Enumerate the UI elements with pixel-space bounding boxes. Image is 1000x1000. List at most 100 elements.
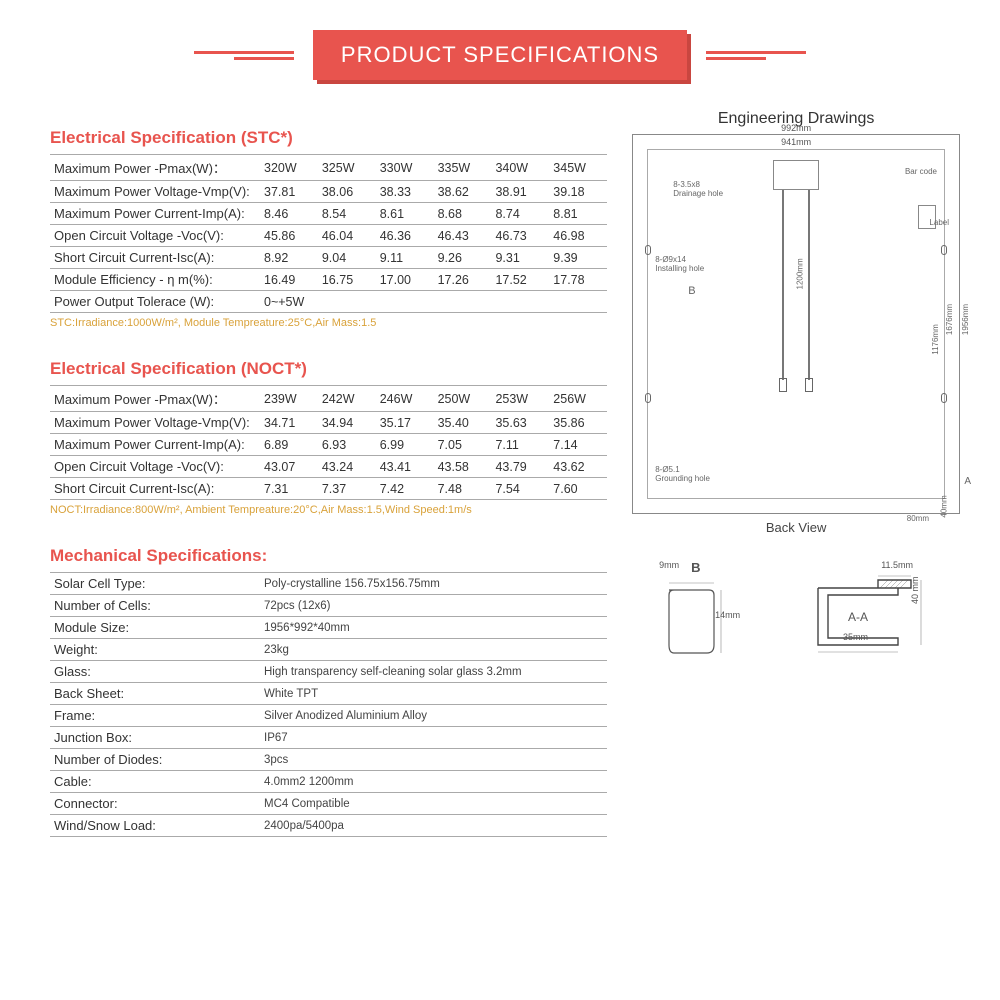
table-row: Maximum Power Current-Imp(A):8.468.548.6… bbox=[50, 203, 607, 225]
profile-a-top: 11.5mm bbox=[803, 560, 913, 570]
annot-drainage: 8-3.5x8 Drainage hole bbox=[673, 180, 723, 198]
spec-value: 7.14 bbox=[549, 434, 607, 456]
spec-value: 38.91 bbox=[491, 181, 549, 203]
table-row: Frame:Silver Anodized Aluminium Alloy bbox=[50, 705, 607, 727]
profile-a-label: A-A bbox=[848, 610, 978, 624]
spec-value: 72pcs (12x6) bbox=[260, 595, 607, 617]
banner-title: PRODUCT SPECIFICATIONS bbox=[313, 30, 687, 80]
spec-label: Wind/Snow Load: bbox=[50, 815, 260, 837]
dim-width-outer: 992mm bbox=[781, 123, 811, 133]
spec-label: Short Circuit Current-Isc(A): bbox=[50, 478, 260, 500]
spec-label: Maximum Power Voltage-Vmp(V): bbox=[50, 181, 260, 203]
table-row: Maximum Power Current-Imp(A):6.896.936.9… bbox=[50, 434, 607, 456]
spec-value: 325W bbox=[318, 155, 376, 181]
spec-value: 9.31 bbox=[491, 247, 549, 269]
spec-label: Short Circuit Current-Isc(A): bbox=[50, 247, 260, 269]
stc-note: STC:Irradiance:1000W/m², Module Tempreat… bbox=[50, 317, 607, 329]
spec-value: 340W bbox=[491, 155, 549, 181]
spec-value: 7.54 bbox=[491, 478, 549, 500]
spec-value: 2400pa/5400pa bbox=[260, 815, 607, 837]
spec-label: Weight: bbox=[50, 639, 260, 661]
spec-value: 8.61 bbox=[376, 203, 434, 225]
spec-value: 43.58 bbox=[434, 456, 492, 478]
table-row: Open Circuit Voltage -Voc(V):45.8646.044… bbox=[50, 225, 607, 247]
back-view-drawing: 992mm 941mm Bar code 8-3.5x8 Drai bbox=[632, 134, 960, 514]
spec-value: 7.42 bbox=[376, 478, 434, 500]
profile-a: 11.5mm A-A 40 mm 35m bbox=[803, 560, 933, 694]
spec-value: 43.41 bbox=[376, 456, 434, 478]
spec-label: Open Circuit Voltage -Voc(V): bbox=[50, 225, 260, 247]
spec-value: MC4 Compatible bbox=[260, 793, 607, 815]
spec-value: 35.63 bbox=[491, 412, 549, 434]
spec-value: 335W bbox=[434, 155, 492, 181]
dim-height-mid: 1176mm bbox=[931, 324, 940, 355]
stc-title: Electrical Specification (STC*) bbox=[50, 128, 607, 148]
table-row: Maximum Power Voltage-Vmp(V):34.7134.943… bbox=[50, 412, 607, 434]
profile-b-h: 14mm bbox=[715, 610, 785, 620]
dim-gap1: 40mm bbox=[939, 495, 948, 517]
dim-cable: 1200mm bbox=[796, 258, 805, 289]
spec-value: 43.62 bbox=[549, 456, 607, 478]
stc-table: Maximum Power -Pmax(W)：320W325W330W335W3… bbox=[50, 154, 607, 313]
spec-value: 4.0mm2 1200mm bbox=[260, 771, 607, 793]
table-row: Wind/Snow Load:2400pa/5400pa bbox=[50, 815, 607, 837]
spec-value: 345W bbox=[549, 155, 607, 181]
spec-label: Maximum Power Voltage-Vmp(V): bbox=[50, 412, 260, 434]
spec-value: 45.86 bbox=[260, 225, 318, 247]
table-row: Short Circuit Current-Isc(A):7.317.377.4… bbox=[50, 478, 607, 500]
spec-value: 8.68 bbox=[434, 203, 492, 225]
spec-value: 242W bbox=[318, 386, 376, 412]
spec-value: 7.48 bbox=[434, 478, 492, 500]
spec-value: 35.40 bbox=[434, 412, 492, 434]
table-row: Power Output Tolerace (W):0~+5W bbox=[50, 291, 607, 313]
spec-value: 1956*992*40mm bbox=[260, 617, 607, 639]
mark-b: B bbox=[688, 285, 695, 297]
spec-value: 6.99 bbox=[376, 434, 434, 456]
spec-label: Connector: bbox=[50, 793, 260, 815]
spec-value: 9.26 bbox=[434, 247, 492, 269]
spec-value: High transparency self-cleaning solar gl… bbox=[260, 661, 607, 683]
spec-value: 246W bbox=[376, 386, 434, 412]
profile-b: 9mm B 14mm bbox=[659, 560, 729, 694]
noct-title: Electrical Specification (NOCT*) bbox=[50, 359, 607, 379]
spec-value: 34.94 bbox=[318, 412, 376, 434]
table-row: Maximum Power Voltage-Vmp(V):37.8138.063… bbox=[50, 181, 607, 203]
spec-value: 7.11 bbox=[491, 434, 549, 456]
spec-value: 43.79 bbox=[491, 456, 549, 478]
spec-tolerance: 0~+5W bbox=[260, 291, 607, 313]
table-row: Weight:23kg bbox=[50, 639, 607, 661]
spec-label: Module Efficiency - η m(%): bbox=[50, 269, 260, 291]
spec-value: 253W bbox=[491, 386, 549, 412]
spec-value: 7.05 bbox=[434, 434, 492, 456]
spec-label: Back Sheet: bbox=[50, 683, 260, 705]
spec-value: 6.93 bbox=[318, 434, 376, 456]
spec-value: 38.62 bbox=[434, 181, 492, 203]
spec-value: 46.36 bbox=[376, 225, 434, 247]
profile-b-label: B bbox=[691, 560, 700, 575]
table-row: Short Circuit Current-Isc(A):8.929.049.1… bbox=[50, 247, 607, 269]
spec-value: White TPT bbox=[260, 683, 607, 705]
spec-value: Silver Anodized Aluminium Alloy bbox=[260, 705, 607, 727]
spec-label: Cable: bbox=[50, 771, 260, 793]
spec-value: 17.00 bbox=[376, 269, 434, 291]
spec-value: 8.54 bbox=[318, 203, 376, 225]
spec-label: Maximum Power -Pmax(W)： bbox=[50, 386, 260, 412]
spec-value: 8.46 bbox=[260, 203, 318, 225]
spec-value: 8.81 bbox=[549, 203, 607, 225]
annot-barcode: Bar code bbox=[905, 167, 937, 176]
spec-label: Power Output Tolerace (W): bbox=[50, 291, 260, 313]
spec-label: Number of Cells: bbox=[50, 595, 260, 617]
annot-grounding: 8-Ø5.1 Grounding hole bbox=[655, 465, 710, 483]
spec-label: Frame: bbox=[50, 705, 260, 727]
spec-value: 7.31 bbox=[260, 478, 318, 500]
spec-value: 250W bbox=[434, 386, 492, 412]
spec-label: Maximum Power -Pmax(W)： bbox=[50, 155, 260, 181]
spec-value: 17.26 bbox=[434, 269, 492, 291]
profile-a-w: 35mm bbox=[843, 632, 973, 642]
spec-value: 8.92 bbox=[260, 247, 318, 269]
spec-value: 16.75 bbox=[318, 269, 376, 291]
dim-height-inner: 1676mm bbox=[945, 304, 954, 335]
dim-height-outer: 1956mm bbox=[961, 304, 970, 335]
table-row: Module Efficiency - η m(%):16.4916.7517.… bbox=[50, 269, 607, 291]
table-row: Solar Cell Type:Poly-crystalline 156.75x… bbox=[50, 573, 607, 595]
